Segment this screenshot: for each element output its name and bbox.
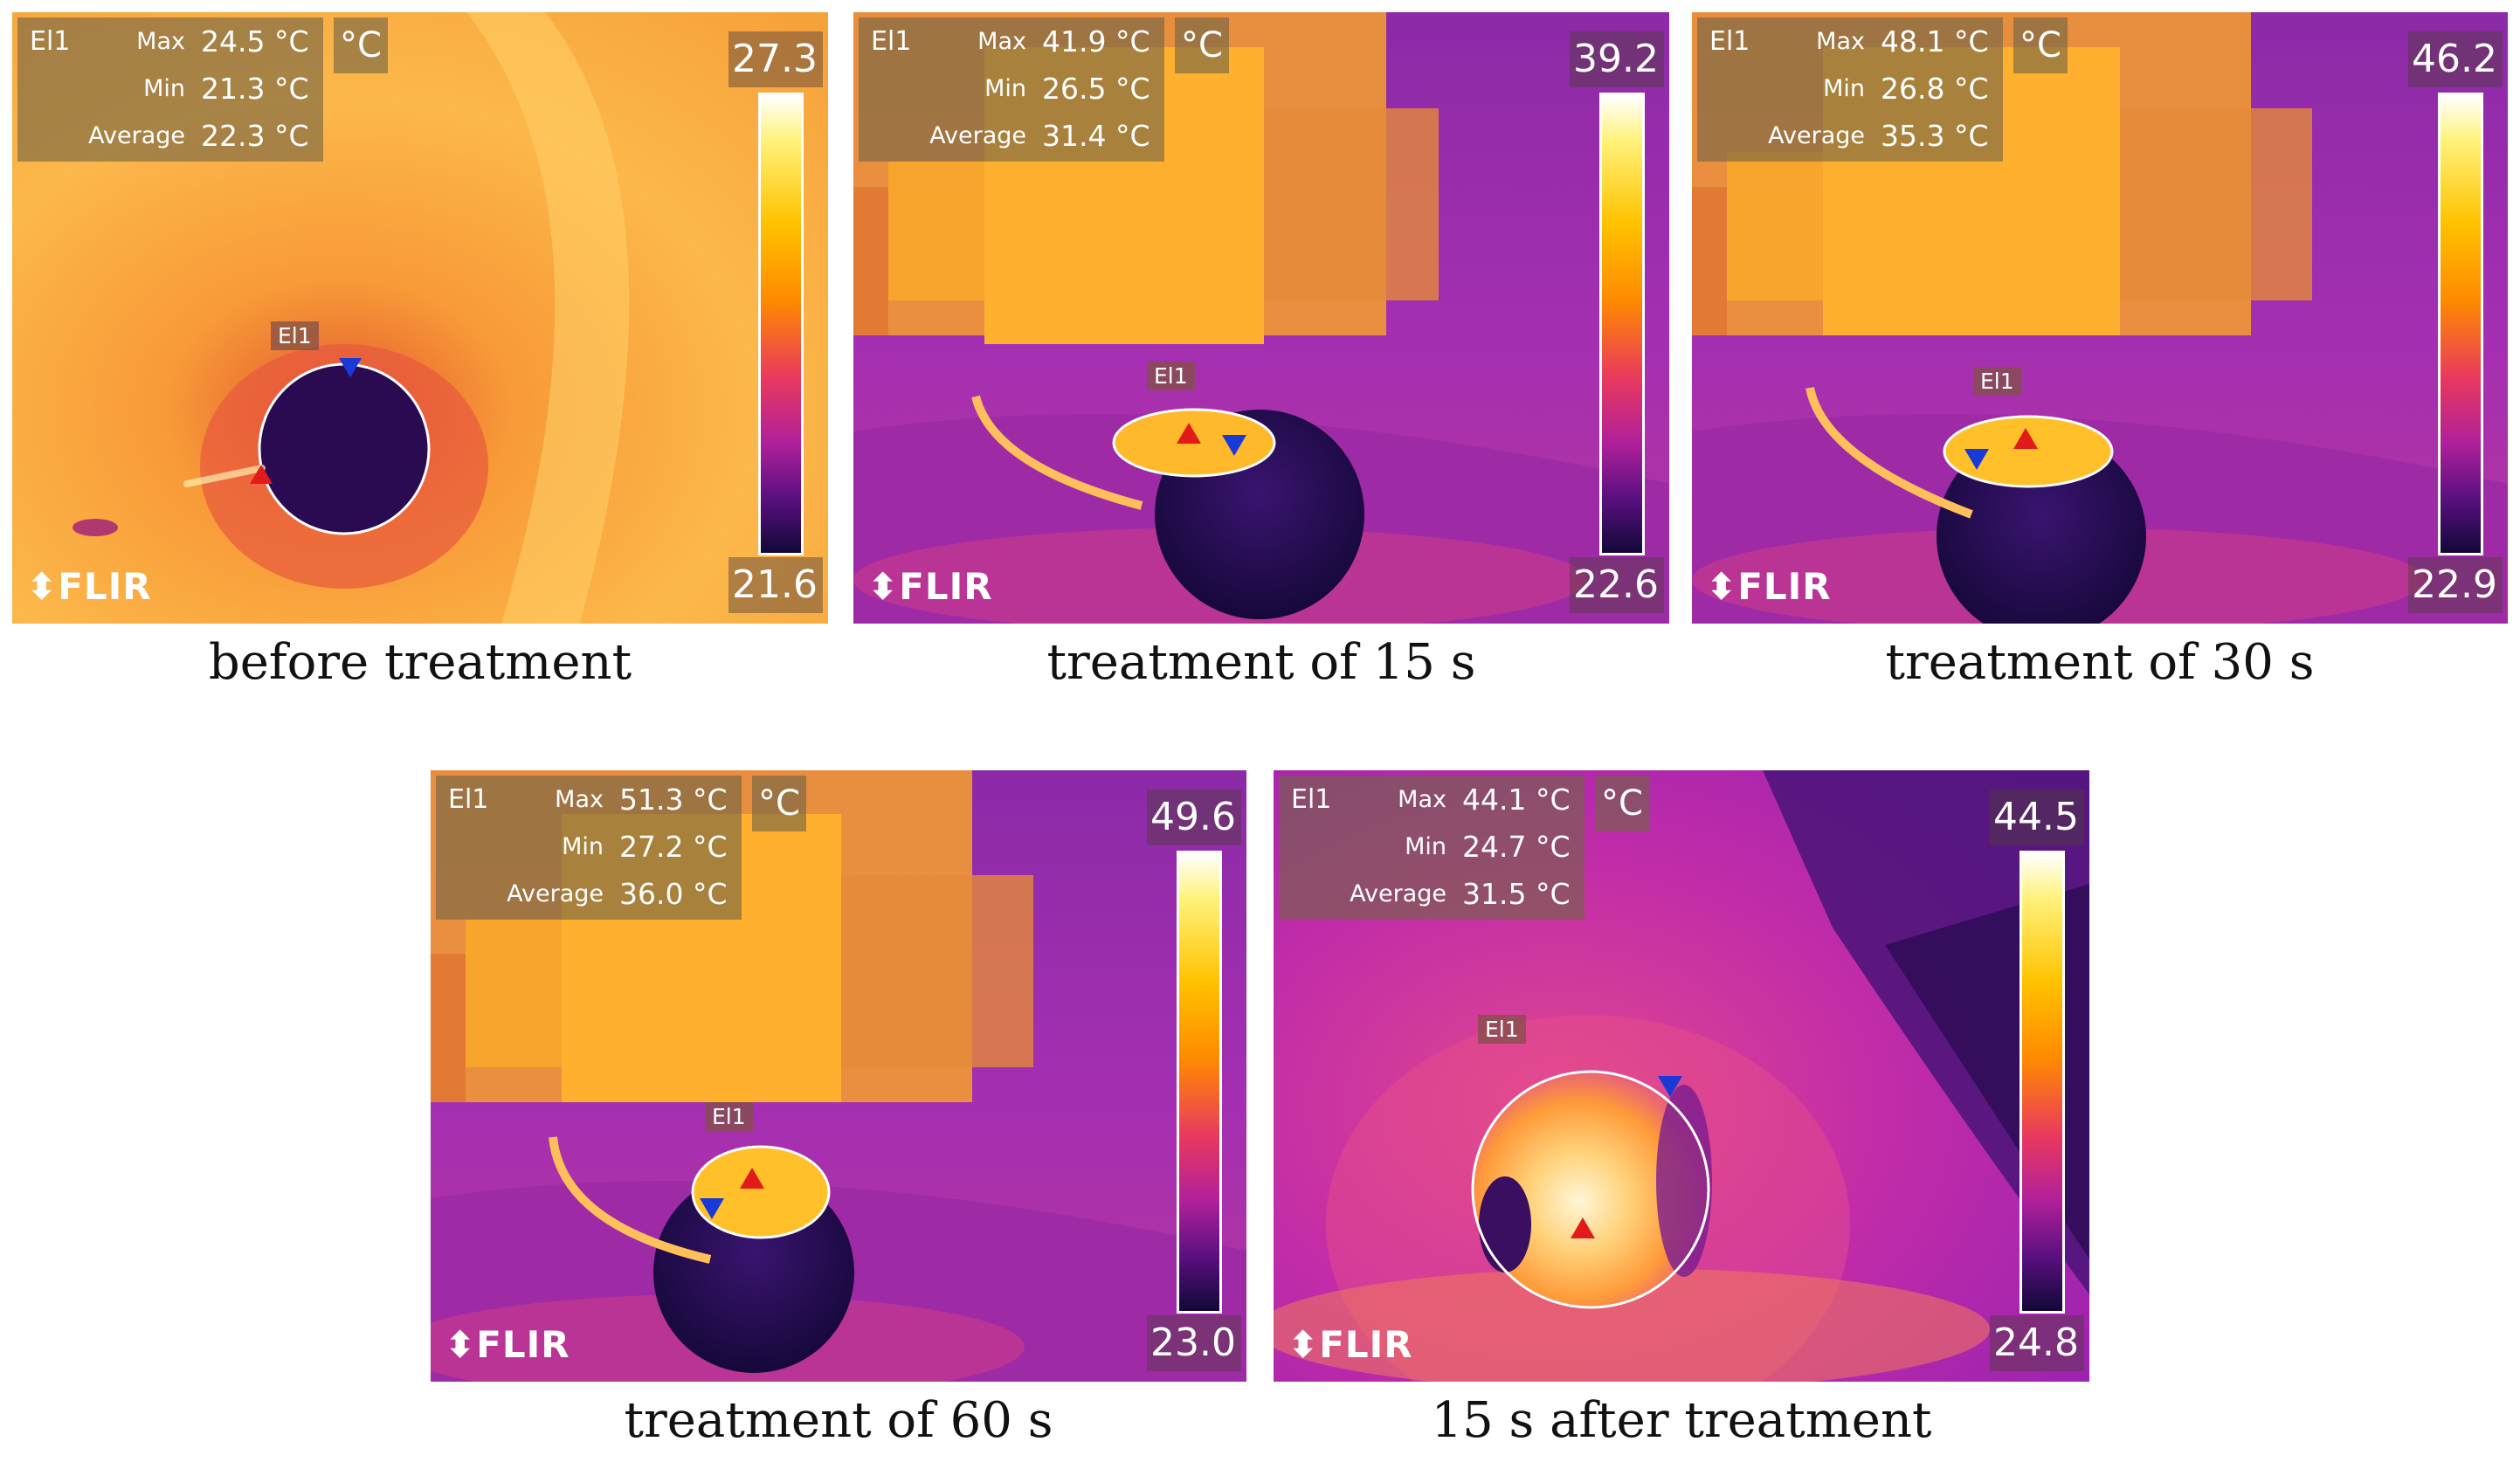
min-label: Min (562, 833, 604, 860)
scale-min-value: 24.8 (1990, 1315, 2084, 1371)
average-label: Average (1768, 122, 1865, 149)
max-value: 44.1 °C (1462, 783, 1571, 817)
min-value: 27.2 °C (619, 830, 728, 864)
flir-logo-text: FLIR (899, 565, 993, 608)
max-marker-icon (1177, 423, 1201, 444)
unit-label: °C (1595, 776, 1649, 831)
min-label: Min (143, 75, 185, 102)
min-value: 26.5 °C (1042, 72, 1150, 106)
flir-logo-text: FLIR (1737, 565, 1832, 608)
average-value: 31.5 °C (1462, 877, 1571, 911)
flir-logo-text: FLIR (58, 565, 152, 608)
scale-max-value: 46.2 (2408, 31, 2503, 87)
unit-label: °C (2013, 17, 2068, 73)
min-marker-icon (1964, 449, 1989, 470)
unit-label: °C (752, 776, 806, 831)
average-value: 36.0 °C (619, 877, 728, 911)
color-scale-bar (758, 93, 804, 555)
flir-logo: ⬍FLIR (1706, 565, 1832, 608)
max-label: Max (1398, 786, 1446, 813)
caption: treatment of 60 s (624, 1392, 1053, 1449)
roi-label: El1 (705, 1102, 753, 1131)
min-label: Min (1823, 75, 1865, 102)
thermal-image: El1 El1 Max 48.1 °C Min 26.8 °C Average 35.… (1692, 12, 2508, 624)
flir-logo: ⬍FLIR (445, 1323, 570, 1366)
roi-label: El1 (271, 321, 319, 350)
max-label: Max (136, 28, 185, 55)
flir-logo: ⬍FLIR (26, 565, 152, 608)
average-value: 22.3 °C (201, 119, 309, 153)
min-label: Min (1405, 833, 1446, 860)
scale-max-value: 39.2 (1570, 31, 1664, 87)
scale-max-value: 27.3 (728, 31, 823, 87)
color-scale-bar (2019, 851, 2065, 1314)
max-marker-icon (1571, 1217, 1595, 1238)
average-value: 35.3 °C (1881, 119, 1989, 153)
caption: treatment of 15 s (1046, 634, 1476, 691)
average-label: Average (88, 122, 185, 149)
max-label: Max (1816, 28, 1865, 55)
thermal-scene (12, 12, 828, 624)
average-label: Average (507, 880, 604, 907)
readout-roi-label: El1 (1291, 784, 1332, 815)
readout-roi-label: El1 (448, 784, 489, 815)
max-value: 24.5 °C (201, 24, 309, 59)
max-marker-icon (250, 465, 273, 484)
scale-min-value: 22.6 (1570, 557, 1664, 613)
thermal-image: El1 El1 Max 51.3 °C Min 27.2 °C Average 36.… (431, 770, 1246, 1382)
max-label: Max (555, 786, 604, 813)
min-value: 26.8 °C (1881, 72, 1989, 106)
min-label: Min (984, 75, 1026, 102)
measurement-readout: El1 Max 48.1 °C Min 26.8 °C Average 35.3 °C (1697, 17, 2003, 162)
caption: 15 s after treatment (1431, 1392, 1932, 1449)
scale-min-value: 21.6 (728, 557, 823, 613)
max-marker-icon (740, 1168, 764, 1189)
unit-label: °C (1175, 17, 1229, 73)
average-label: Average (1350, 880, 1446, 907)
readout-roi-label: El1 (30, 26, 71, 57)
scale-max-value: 49.6 (1147, 790, 1241, 845)
min-marker-icon (1222, 435, 1246, 456)
measurement-readout: El1 Max 51.3 °C Min 27.2 °C Average 36.0 °C (436, 776, 742, 920)
scale-min-value: 23.0 (1147, 1315, 1241, 1371)
color-scale-bar (2438, 93, 2483, 555)
caption: before treatment (208, 634, 632, 691)
min-marker-icon (339, 358, 362, 377)
average-value: 31.4 °C (1042, 119, 1150, 153)
flir-logo: ⬍FLIR (1288, 1323, 1413, 1366)
roi-label: El1 (1973, 367, 2021, 396)
min-marker-icon (1658, 1076, 1682, 1097)
max-marker-icon (2013, 428, 2038, 449)
max-label: Max (977, 28, 1026, 55)
max-value: 41.9 °C (1042, 24, 1150, 59)
thermal-image: El1 El1 Max 24.5 °C Min 21.3 °C Average 22.… (12, 12, 828, 624)
readout-roi-label: El1 (1709, 26, 1750, 57)
color-scale-bar (1599, 93, 1645, 555)
measurement-readout: El1 Max 24.5 °C Min 21.3 °C Average 22.3 °C (17, 17, 323, 162)
caption: treatment of 30 s (1885, 634, 2315, 691)
min-value: 24.7 °C (1462, 830, 1571, 864)
scale-min-value: 22.9 (2408, 557, 2503, 613)
thermal-image: El1 El1 Max 44.1 °C Min 24.7 °C Average 31.… (1274, 770, 2089, 1382)
readout-roi-label: El1 (871, 26, 912, 57)
max-value: 51.3 °C (619, 783, 728, 817)
color-scale-bar (1177, 851, 1222, 1314)
measurement-readout: El1 Max 41.9 °C Min 26.5 °C Average 31.4 °C (859, 17, 1164, 162)
min-marker-icon (700, 1198, 724, 1219)
flir-logo-text: FLIR (1319, 1323, 1413, 1366)
flir-logo-text: FLIR (476, 1323, 570, 1366)
thermal-image: El1 El1 Max 41.9 °C Min 26.5 °C Average 31.… (853, 12, 1669, 624)
roi-label: El1 (1147, 362, 1195, 390)
average-label: Average (929, 122, 1026, 149)
flir-logo: ⬍FLIR (867, 565, 993, 608)
unit-label: °C (334, 17, 388, 73)
roi-label: El1 (1478, 1015, 1526, 1044)
thermal-scene (853, 12, 1669, 624)
max-value: 48.1 °C (1881, 24, 1989, 59)
scale-max-value: 44.5 (1990, 790, 2084, 845)
measurement-readout: El1 Max 44.1 °C Min 24.7 °C Average 31.5 °C (1279, 776, 1584, 920)
min-value: 21.3 °C (201, 72, 309, 106)
